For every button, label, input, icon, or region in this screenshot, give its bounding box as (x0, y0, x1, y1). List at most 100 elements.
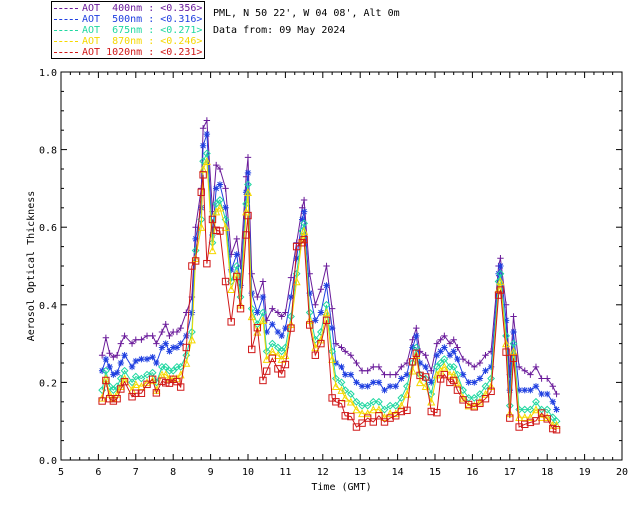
data-point-marker (259, 293, 267, 301)
data-point-marker (509, 347, 518, 356)
data-point-marker (363, 414, 372, 422)
data-point-marker (509, 339, 518, 348)
data-point-marker (381, 386, 388, 394)
data-point-marker (496, 269, 505, 278)
legend: AOT 400nm : <0.356> AOT 500nm : <0.316> AO… (51, 1, 205, 59)
data-point-marker (311, 351, 320, 359)
data-point-marker (148, 375, 157, 383)
data-point-marker (437, 336, 444, 343)
data-point-marker (352, 397, 361, 406)
data-point-marker (242, 231, 250, 239)
data-point-marker (300, 235, 308, 244)
data-point-marker (259, 376, 267, 385)
data-point-marker (440, 370, 449, 379)
data-point-marker (162, 321, 169, 328)
data-point-marker (526, 405, 535, 414)
data-point-marker (165, 379, 174, 387)
data-point-marker (131, 380, 140, 389)
data-point-marker (287, 293, 295, 301)
x-tick-label: 11 (279, 467, 291, 478)
x-tick-label: 19 (579, 467, 591, 478)
data-point-marker (552, 426, 561, 434)
data-point-marker (300, 219, 309, 228)
legend-label: AOT 400nm : <0.356> (82, 3, 203, 14)
data-point-marker (243, 187, 253, 196)
data-point-marker (510, 313, 517, 320)
y-axis-label: Aerosol Optical Thickness (26, 191, 37, 342)
data-point-marker (105, 394, 114, 403)
data-point-marker (287, 324, 295, 332)
data-point-marker (465, 379, 472, 386)
data-point-marker (416, 359, 424, 367)
data-point-marker (258, 316, 267, 325)
data-point-marker (120, 377, 129, 386)
data-point-marker (386, 383, 394, 390)
data-point-marker (476, 359, 484, 367)
site-location-label: PML, N 50 22', W 04 08', Alt 0m (213, 8, 400, 19)
data-point-marker (269, 305, 276, 312)
data-point-marker (391, 409, 400, 418)
data-point-marker (149, 353, 156, 361)
data-point-marker (375, 363, 383, 371)
data-point-marker (413, 332, 420, 340)
data-point-marker (506, 386, 513, 394)
data-point-marker (549, 383, 557, 390)
data-point-marker (247, 312, 256, 321)
data-point-marker (440, 362, 449, 371)
data-point-marker (132, 336, 139, 343)
data-point-marker (197, 188, 205, 196)
data-point-marker (496, 286, 505, 294)
data-point-marker (465, 359, 472, 367)
data-point-marker (120, 366, 129, 375)
data-point-marker (521, 386, 528, 394)
data-point-marker (274, 365, 282, 373)
data-point-marker (347, 352, 355, 359)
data-point-marker (416, 348, 424, 355)
data-point-marker (450, 376, 458, 385)
data-point-marker (274, 343, 282, 352)
data-point-marker (450, 348, 457, 355)
data-point-marker (481, 382, 490, 391)
data-point-marker (386, 409, 395, 418)
data-point-marker (532, 417, 540, 425)
data-point-marker (331, 374, 340, 383)
data-point-marker (253, 327, 262, 336)
data-point-marker (497, 255, 504, 262)
data-point-marker (408, 366, 417, 375)
data-point-marker (300, 208, 308, 215)
data-point-marker (358, 383, 366, 390)
data-point-marker (346, 390, 355, 398)
series-line (101, 174, 557, 431)
data-point-marker (481, 394, 490, 403)
data-point-marker (158, 344, 166, 351)
data-point-marker (549, 424, 557, 433)
data-point-marker (244, 169, 252, 177)
data-point-marker (216, 165, 224, 173)
data-point-marker (259, 278, 267, 285)
data-point-marker (317, 339, 325, 348)
data-point-marker (521, 420, 529, 429)
data-point-marker (109, 386, 118, 395)
data-point-marker (363, 409, 372, 418)
data-point-marker (137, 381, 146, 390)
data-point-marker (143, 355, 151, 363)
data-point-marker (398, 375, 405, 382)
x-tick-label: 20 (616, 467, 628, 478)
data-point-marker (113, 352, 121, 359)
data-point-marker (292, 277, 301, 286)
data-point-marker (515, 413, 524, 422)
data-point-marker (143, 370, 151, 379)
data-point-marker (433, 408, 441, 417)
data-point-marker (166, 332, 173, 340)
data-point-marker (403, 406, 411, 415)
y-tick-label: 0.4 (39, 301, 57, 312)
data-point-marker (109, 397, 118, 405)
data-point-marker (341, 412, 349, 420)
data-point-marker (432, 370, 441, 379)
data-point-marker (293, 255, 300, 262)
data-point-marker (169, 375, 177, 383)
data-point-marker (254, 309, 261, 316)
data-point-marker (233, 235, 240, 243)
data-point-marker (436, 366, 445, 375)
